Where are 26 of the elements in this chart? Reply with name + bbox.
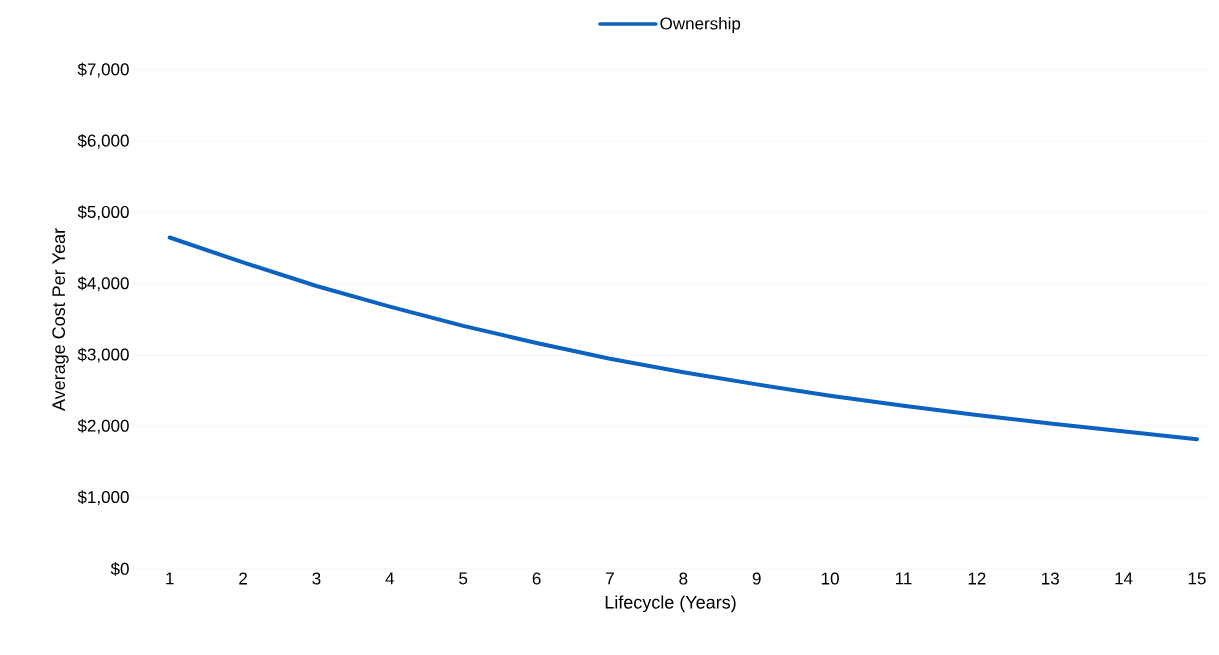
x-tick-label: 15 [1188, 572, 1206, 585]
y-tick-label: $5,000 [77, 205, 129, 220]
x-tick-label: 6 [532, 572, 541, 585]
y-tick-label: $6,000 [77, 133, 129, 149]
x-tick-label: 8 [679, 572, 688, 585]
x-tick-label: 11 [895, 572, 912, 585]
y-tick-label: $4,000 [77, 276, 129, 292]
x-tick-label: 10 [821, 572, 839, 585]
x-tick-label: 7 [606, 572, 614, 585]
y-tick-label: $0 [110, 562, 129, 576]
x-tick-label: 13 [1042, 572, 1059, 585]
y-tick-label: $2,000 [77, 419, 129, 434]
x-axis-title: Lifecycle (Years) [605, 595, 736, 613]
x-tick-label: 5 [459, 572, 468, 585]
x-tick-label: 2 [239, 572, 247, 585]
y-tick-label: $3,000 [77, 347, 129, 363]
y-tick-label: $1,000 [77, 490, 129, 506]
legend-label: Ownership [660, 17, 741, 33]
y-axis-title: Average Cost Per Year [52, 228, 69, 412]
x-tick-label: 14 [1115, 572, 1133, 585]
x-tick-label: 3 [312, 572, 321, 585]
x-tick-label: 1 [166, 572, 174, 585]
x-tick-label: 12 [968, 572, 986, 585]
y-tick-label: $7,000 [77, 62, 129, 78]
x-tick-label: 4 [385, 572, 395, 585]
x-tick-label: 9 [752, 572, 761, 585]
